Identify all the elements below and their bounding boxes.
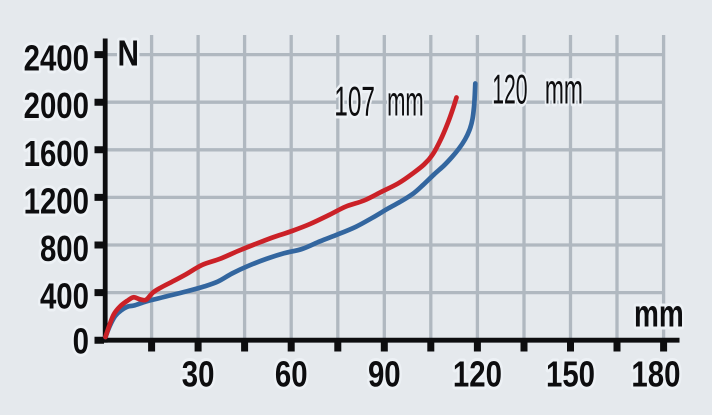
svg-text:mm: mm <box>387 79 424 125</box>
svg-text:2000: 2000 <box>24 85 89 126</box>
svg-text:150: 150 <box>546 353 595 394</box>
svg-text:400: 400 <box>40 276 89 317</box>
svg-text:180: 180 <box>631 353 680 394</box>
svg-text:mm: mm <box>634 294 684 336</box>
svg-text:90: 90 <box>368 353 401 394</box>
svg-text:107: 107 <box>334 79 375 125</box>
svg-text:1600: 1600 <box>24 133 89 174</box>
svg-text:2400: 2400 <box>24 38 89 79</box>
svg-text:0: 0 <box>73 321 89 362</box>
svg-text:120: 120 <box>453 353 502 394</box>
svg-text:30: 30 <box>182 353 215 394</box>
svg-text:1200: 1200 <box>24 180 89 221</box>
svg-text:N: N <box>118 34 139 74</box>
svg-text:mm: mm <box>545 68 583 114</box>
svg-text:800: 800 <box>40 228 89 269</box>
svg-text:60: 60 <box>275 353 308 394</box>
svg-text:120: 120 <box>492 66 527 113</box>
